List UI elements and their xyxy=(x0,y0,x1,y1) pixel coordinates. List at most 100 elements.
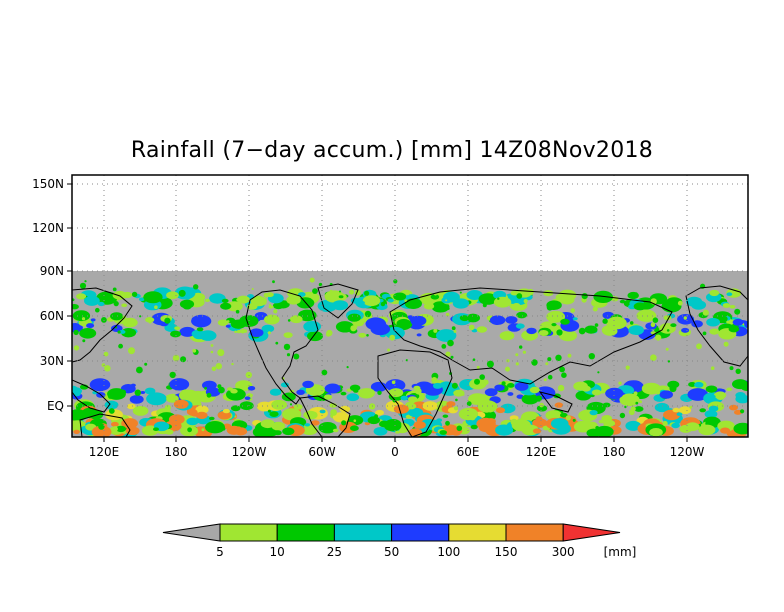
x-tick-label: 180 xyxy=(603,445,626,459)
eurasia-outline xyxy=(389,287,673,385)
rain-cell xyxy=(681,327,690,333)
rain-cell xyxy=(445,420,450,426)
rain-cell xyxy=(720,427,731,434)
rain-cell xyxy=(217,349,225,357)
rain-cell xyxy=(347,313,361,322)
rain-cell xyxy=(526,327,537,335)
rain-cell xyxy=(131,291,138,298)
rain-cell xyxy=(459,291,462,294)
rain-cell xyxy=(478,423,493,433)
rain-cell xyxy=(507,383,515,388)
rain-cell xyxy=(373,427,388,436)
colorbar-level-label: 150 xyxy=(495,545,518,559)
y-tick-label: 60N xyxy=(40,309,64,323)
rain-cell xyxy=(416,333,422,337)
rain-cell xyxy=(546,310,566,323)
rain-cell xyxy=(406,292,410,296)
rain-cell xyxy=(733,422,748,435)
rain-cell xyxy=(289,403,293,406)
rain-cell xyxy=(234,330,237,334)
rain-cell xyxy=(404,299,408,303)
rain-cell xyxy=(705,385,718,393)
rain-cell xyxy=(529,386,540,394)
rain-cell xyxy=(510,290,519,296)
rain-cell xyxy=(624,405,627,409)
rain-cell xyxy=(447,307,450,310)
rain-cell xyxy=(172,354,180,362)
rain-cell xyxy=(709,328,720,335)
rain-cell xyxy=(593,290,613,303)
rain-cell xyxy=(554,402,564,408)
rain-cell xyxy=(249,328,264,338)
colorbar-level-label: 10 xyxy=(270,545,285,559)
rain-cell xyxy=(479,374,486,380)
rain-cell xyxy=(404,298,422,309)
asia-outline-left-wrap xyxy=(72,287,133,363)
rain-cell xyxy=(341,420,347,426)
rain-cell xyxy=(95,307,100,313)
rain-cell xyxy=(699,408,706,413)
rain-cell xyxy=(145,317,155,323)
rain-cell xyxy=(561,372,567,379)
rain-cell xyxy=(441,344,447,349)
x-tick-label: 180 xyxy=(165,445,188,459)
rain-cell xyxy=(628,409,635,416)
rain-cell xyxy=(565,415,571,421)
rain-cell xyxy=(694,381,704,388)
rain-cell xyxy=(603,419,616,428)
rain-cell xyxy=(597,371,600,374)
maritime-continent-left xyxy=(72,379,111,413)
rain-cell xyxy=(431,377,438,383)
x-tick-label: 60E xyxy=(457,445,480,459)
rain-cell xyxy=(339,405,351,413)
rain-cell xyxy=(260,419,275,429)
y-tick-label: 150N xyxy=(32,177,64,191)
rain-cell xyxy=(407,396,418,403)
rain-cell xyxy=(349,384,361,392)
rain-cell xyxy=(415,387,422,395)
rain-cell xyxy=(567,353,572,358)
rain-cell xyxy=(484,388,498,397)
rain-cell xyxy=(129,395,144,404)
rain-cell xyxy=(269,411,279,417)
rain-cell xyxy=(236,330,242,334)
rain-cell xyxy=(273,309,278,314)
rain-cell xyxy=(539,402,544,408)
rain-cell xyxy=(221,298,229,303)
rain-cell xyxy=(439,381,454,391)
rain-cell xyxy=(557,384,565,392)
rain-cell xyxy=(716,395,725,400)
rain-cell xyxy=(324,383,341,394)
rain-cell xyxy=(303,410,318,420)
x-tick-label: 0 xyxy=(391,445,399,459)
rain-cell xyxy=(180,356,187,363)
rain-cell xyxy=(662,420,668,427)
rain-cell xyxy=(588,353,595,360)
rain-cell xyxy=(84,280,87,283)
rain-cell xyxy=(186,417,199,426)
rain-cell xyxy=(665,297,683,308)
rain-cell xyxy=(669,385,677,393)
rain-cell xyxy=(650,331,656,335)
rain-cell xyxy=(729,305,736,309)
rain-cell xyxy=(512,303,521,308)
rain-cell xyxy=(536,405,548,412)
rain-cell xyxy=(139,315,142,318)
rain-cell xyxy=(72,310,91,322)
rain-cell xyxy=(267,331,271,335)
rain-cell xyxy=(452,298,470,309)
rain-cell xyxy=(649,428,663,437)
rain-cell xyxy=(442,414,449,418)
rain-cell xyxy=(543,378,547,382)
colorbar-swatch xyxy=(448,523,507,542)
rain-cell xyxy=(286,353,291,357)
rain-cell xyxy=(704,410,718,419)
x-tick-label: 120W xyxy=(232,445,267,459)
rain-cell xyxy=(91,411,94,415)
rain-cell xyxy=(547,357,552,362)
rain-cell xyxy=(193,331,206,340)
rain-cell xyxy=(72,304,79,310)
rain-cell xyxy=(447,339,454,347)
graticule xyxy=(72,175,748,437)
